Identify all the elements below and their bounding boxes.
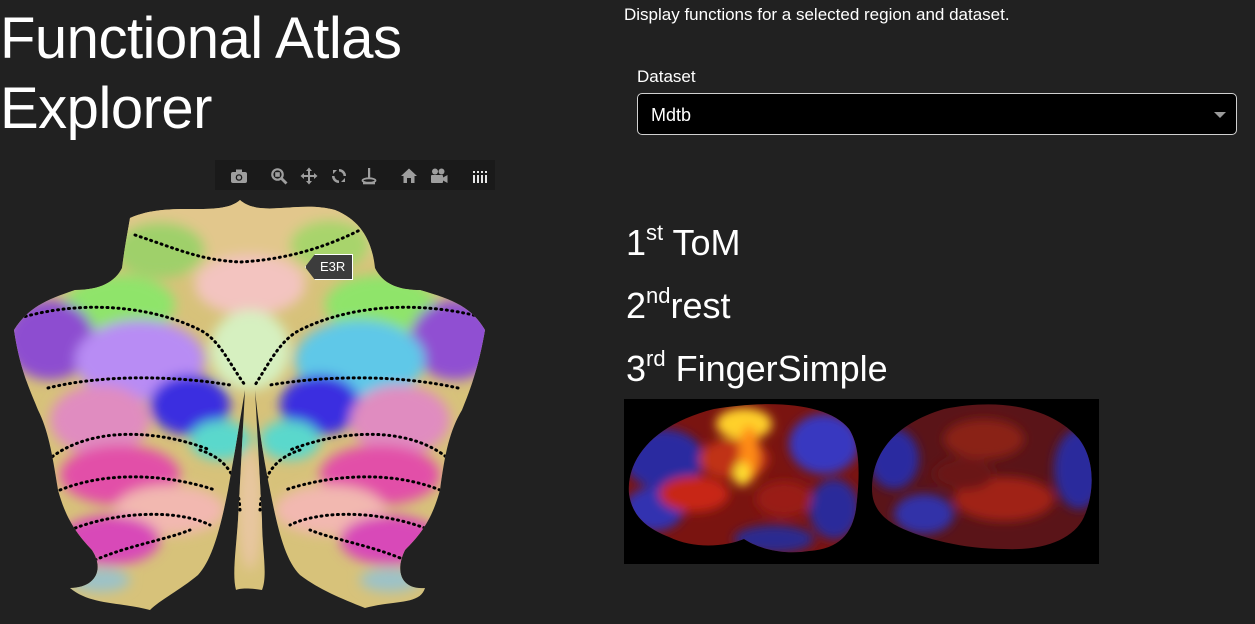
chevron-down-icon[interactable] [1214,112,1226,118]
zoom-icon[interactable] [268,166,290,186]
rank-second: 2ndrest [626,284,731,328]
brain-surface-image [624,399,1099,564]
rank-second-suffix: nd [646,283,671,308]
page-title: Functional Atlas Explorer [0,6,402,141]
rank-third-ordinal: 3 [626,348,647,389]
camera-icon[interactable] [228,166,250,186]
region-hover-label: E3R [305,254,354,280]
rank-second-task: rest [670,285,731,326]
rank-third: 3rd FingerSimple [626,347,888,391]
cerebellar-flatmap[interactable] [0,190,500,620]
video-camera-icon[interactable] [428,166,450,186]
rank-first-ordinal: 1 [626,222,647,263]
turntable-icon[interactable] [358,166,380,186]
rank-first-suffix: st [646,220,664,245]
orbit-icon[interactable] [328,166,350,186]
plotly-logo-icon[interactable] [468,166,490,186]
dataset-dropdown[interactable]: Mdtb [637,93,1237,135]
dataset-label: Dataset [637,67,696,86]
page-description: Display functions for a selected region … [624,5,1010,24]
rank-first-task: ToM [672,222,741,263]
home-icon[interactable] [398,166,420,186]
rank-third-task: FingerSimple [675,348,888,389]
rank-second-ordinal: 2 [626,285,647,326]
dataset-selected-value: Mdtb [651,105,692,125]
rank-first: 1st ToM [626,221,741,265]
plot-modebar [215,160,495,190]
rank-third-suffix: rd [646,346,666,371]
pan-icon[interactable] [298,166,320,186]
